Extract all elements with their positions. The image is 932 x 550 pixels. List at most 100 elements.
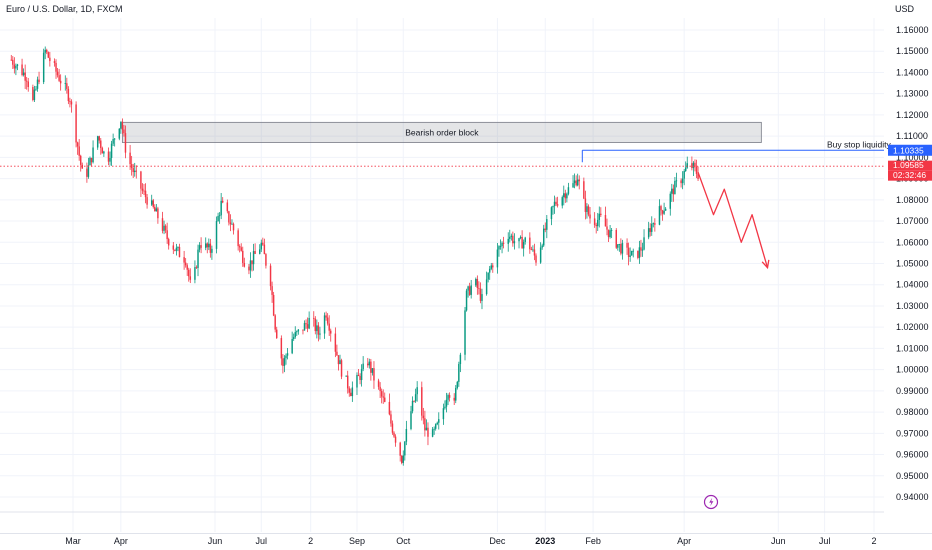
candle-body [221,200,224,203]
x-tick-label: Dec [489,536,506,546]
candle-body [487,272,489,280]
candle-body [481,294,483,301]
candle-body [161,218,164,231]
candle-body [178,247,181,258]
y-tick-label: 0.99000 [896,386,929,396]
candle-body [152,200,154,207]
candle-body [143,190,145,192]
candle-body [566,193,568,199]
candle-body [218,215,221,217]
candle-body [228,211,230,223]
candle-body [231,223,233,225]
candle-body [513,241,516,244]
candle-body [638,247,641,258]
candle-body [220,200,222,216]
candle-body [643,237,645,250]
projection-path[interactable] [697,172,770,270]
candle-body [445,399,448,407]
candle-body [265,254,267,266]
candle-body [13,64,16,69]
candle-body [166,230,168,240]
candle-body [262,242,264,245]
candle-body [32,87,34,100]
candle-body [313,317,315,319]
candle-body [438,419,440,423]
candle-body [317,325,320,335]
candle-body [211,248,213,253]
candle-body [259,249,261,254]
candle-body [382,396,384,398]
y-tick-label: 0.94000 [896,492,929,502]
candle-body [399,442,401,456]
candle-body [260,242,263,250]
candle-body [305,323,307,325]
candle-body [113,138,116,140]
candle-body [578,179,580,182]
candlestick-series [10,46,699,466]
candle-body [647,228,650,238]
candle-body [98,136,100,141]
candle-body [651,223,653,232]
candle-body [436,422,438,425]
candle-body [15,65,17,69]
time-axis[interactable]: Mar Apr Jun Jul 2 Sep Oct Dec 2023 Feb Apr Jun Jul 2 [0,533,932,547]
candle-body [146,197,148,205]
candle-body [38,79,40,83]
candle-body [198,245,201,250]
y-tick-label: 0.97000 [896,428,929,438]
candle-body [518,238,520,242]
candle-body [424,418,426,431]
candle-body [664,208,667,211]
candle-body [618,244,621,245]
annotation-lines: Buy stop liquidity [0,139,892,167]
axis-currency-label: USD [895,4,915,14]
lightning-icon [709,497,714,507]
projection-line[interactable] [697,172,769,268]
candle-body [637,250,639,258]
candle-body [186,265,188,270]
candle-body [109,157,111,162]
y-tick-label: 1.08000 [896,195,929,205]
x-tick-label: Sep [349,536,365,546]
projection-arrowhead [761,259,770,270]
candle-body [356,374,358,388]
candle-body [660,206,662,211]
candle-body [157,208,159,219]
candle-body [553,201,556,207]
candle-body [316,325,318,332]
candle-body [206,243,209,248]
candle-body [69,101,71,102]
event-marker[interactable] [703,494,719,510]
candle-body [188,269,190,277]
candle-body [107,151,110,162]
x-tick-label: Apr [114,536,128,546]
candle-body [453,397,455,401]
candle-body [683,170,685,179]
candle-body [271,286,273,295]
candle-body [555,201,557,205]
candle-body [121,121,124,130]
candle-body [529,237,531,250]
y-tick-label: 1.10000 [896,152,929,162]
candle-body [552,206,554,208]
y-tick-label: 0.98000 [896,407,929,417]
candle-body [535,255,537,263]
candle-body [339,360,341,365]
candle-body [81,164,83,169]
candle-body [686,163,688,168]
candle-body [242,250,244,263]
candle-body [468,286,471,295]
candle-body [496,249,499,268]
candle-body [248,266,250,271]
candle-body [654,223,656,225]
candle-body [533,249,536,256]
candle-body [194,267,196,280]
bearish-order-block[interactable]: Bearish order block [121,121,762,143]
candle-body [36,79,39,89]
candle-body [100,140,102,149]
candle-body [337,355,340,365]
price-axis[interactable]: 1.16000 1.15000 1.14000 1.13000 1.12000 1.110… [896,25,929,502]
price-tag-bg [888,144,932,156]
candle-body [272,294,275,316]
